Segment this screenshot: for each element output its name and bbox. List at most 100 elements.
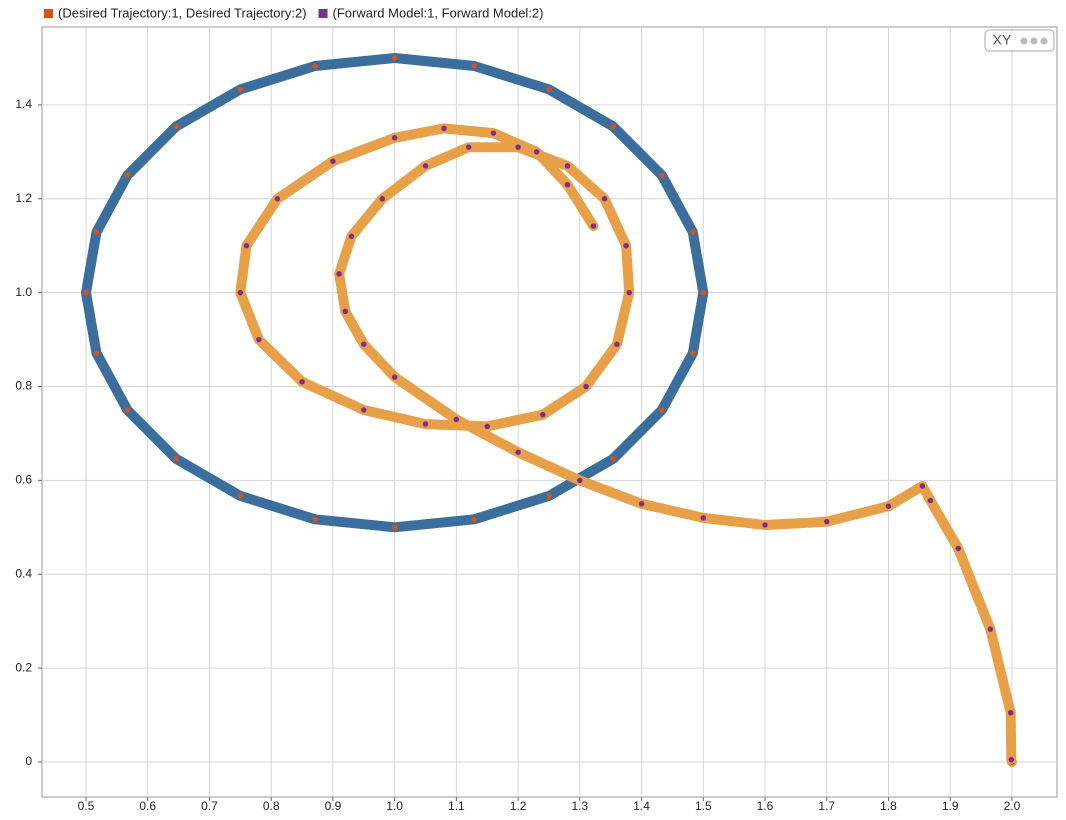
- data-point: [92, 227, 101, 237]
- data-point: [171, 122, 181, 131]
- data-point: [482, 422, 492, 431]
- data-point: [760, 520, 770, 530]
- data-point: [608, 454, 618, 464]
- data-point: [986, 624, 995, 634]
- data-point: [544, 85, 554, 94]
- x-tick-label: 0.7: [201, 799, 218, 813]
- data-point: [421, 419, 430, 429]
- data-point: [608, 122, 618, 131]
- data-point: [359, 405, 369, 415]
- series-line: [235, 123, 1017, 767]
- legend-label: (Forward Model:1, Forward Model:2): [333, 5, 544, 20]
- y-tick-label: 0.8: [15, 379, 32, 393]
- data-point: [699, 288, 708, 297]
- data-point: [242, 241, 251, 250]
- data-point: [637, 499, 646, 509]
- data-point: [81, 288, 91, 297]
- data-point: [1006, 708, 1015, 717]
- data-point: [310, 515, 320, 524]
- data-point: [171, 454, 181, 464]
- x-tick-label: 1.1: [448, 799, 465, 813]
- legend: (Desired Trajectory:1, Desired Trajector…: [44, 5, 544, 20]
- legend-swatch: [318, 9, 328, 18]
- y-tick-label: 0.6: [15, 473, 32, 487]
- x-tick-label: 1.9: [942, 799, 959, 813]
- data-point: [273, 194, 282, 204]
- legend-swatch: [44, 9, 53, 18]
- data-point: [390, 53, 399, 63]
- data-point: [657, 171, 667, 180]
- data-point: [953, 544, 963, 553]
- data-point: [92, 348, 101, 358]
- data-point: [341, 307, 350, 316]
- data-point: [575, 476, 585, 485]
- data-point: [254, 335, 264, 344]
- data-point: [236, 85, 245, 94]
- marks: [81, 53, 1017, 767]
- y-tick-label: 1.2: [15, 191, 32, 205]
- legend-label: (Desired Trajectory:1, Desired Trajector…: [58, 5, 307, 20]
- data-point: [532, 147, 541, 157]
- x-tick-label: 1.5: [695, 799, 712, 813]
- data-point: [621, 241, 631, 250]
- data-point: [544, 491, 554, 501]
- data-point: [123, 405, 132, 415]
- data-point: [470, 61, 479, 71]
- data-point: [390, 133, 399, 143]
- data-point: [926, 496, 935, 505]
- y-tick-label: 1.0: [15, 285, 32, 299]
- data-point: [359, 340, 369, 349]
- data-point: [612, 340, 622, 349]
- x-tick-label: 0.6: [139, 799, 156, 813]
- data-point: [334, 269, 344, 279]
- y-tick-label: 0.4: [15, 566, 32, 580]
- data-point: [822, 517, 832, 526]
- data-point: [884, 501, 893, 511]
- x-tick-label: 0.9: [325, 799, 342, 813]
- data-point: [297, 377, 307, 387]
- view-label: XY: [993, 32, 1012, 48]
- data-point: [699, 513, 708, 523]
- data-point: [236, 288, 245, 297]
- data-point: [310, 61, 320, 71]
- data-point: [464, 142, 473, 152]
- data-point: [390, 372, 399, 382]
- data-point: [390, 523, 399, 532]
- data-point: [347, 232, 356, 241]
- data-point: [421, 161, 430, 171]
- y-tick-label: 1.4: [15, 97, 32, 111]
- data-point: [513, 142, 523, 152]
- x-tick-label: 1.0: [386, 799, 403, 813]
- data-point: [1007, 755, 1016, 764]
- x-tick-label: 1.7: [818, 799, 835, 813]
- data-point: [563, 161, 572, 171]
- data-point: [123, 171, 132, 180]
- data-point: [657, 405, 667, 415]
- data-point: [513, 447, 523, 457]
- data-point: [589, 221, 598, 231]
- data-point: [328, 156, 338, 166]
- data-point: [600, 194, 609, 204]
- view-button[interactable]: XY: [984, 29, 1055, 52]
- data-point: [581, 382, 591, 391]
- data-point: [236, 491, 245, 501]
- data-point: [378, 194, 387, 204]
- x-tick-label: 1.3: [571, 799, 588, 813]
- x-tick-label: 1.4: [633, 799, 650, 813]
- data-point: [452, 415, 461, 424]
- data-point: [688, 227, 698, 237]
- data-point: [538, 410, 548, 419]
- y-tick-label: 0.2: [15, 660, 32, 674]
- x-tick-label: 1.6: [757, 799, 774, 813]
- x-tick-label: 0.8: [263, 799, 280, 813]
- x-tick-label: 1.8: [880, 799, 897, 813]
- data-point: [688, 348, 698, 358]
- x-tick-label: 2.0: [1004, 799, 1021, 813]
- data-point: [624, 288, 634, 297]
- data-point: [563, 180, 572, 189]
- y-tick-label: 0: [25, 754, 32, 768]
- data-point: [489, 128, 498, 138]
- x-tick-label: 0.5: [78, 799, 95, 813]
- data-point: [918, 481, 927, 491]
